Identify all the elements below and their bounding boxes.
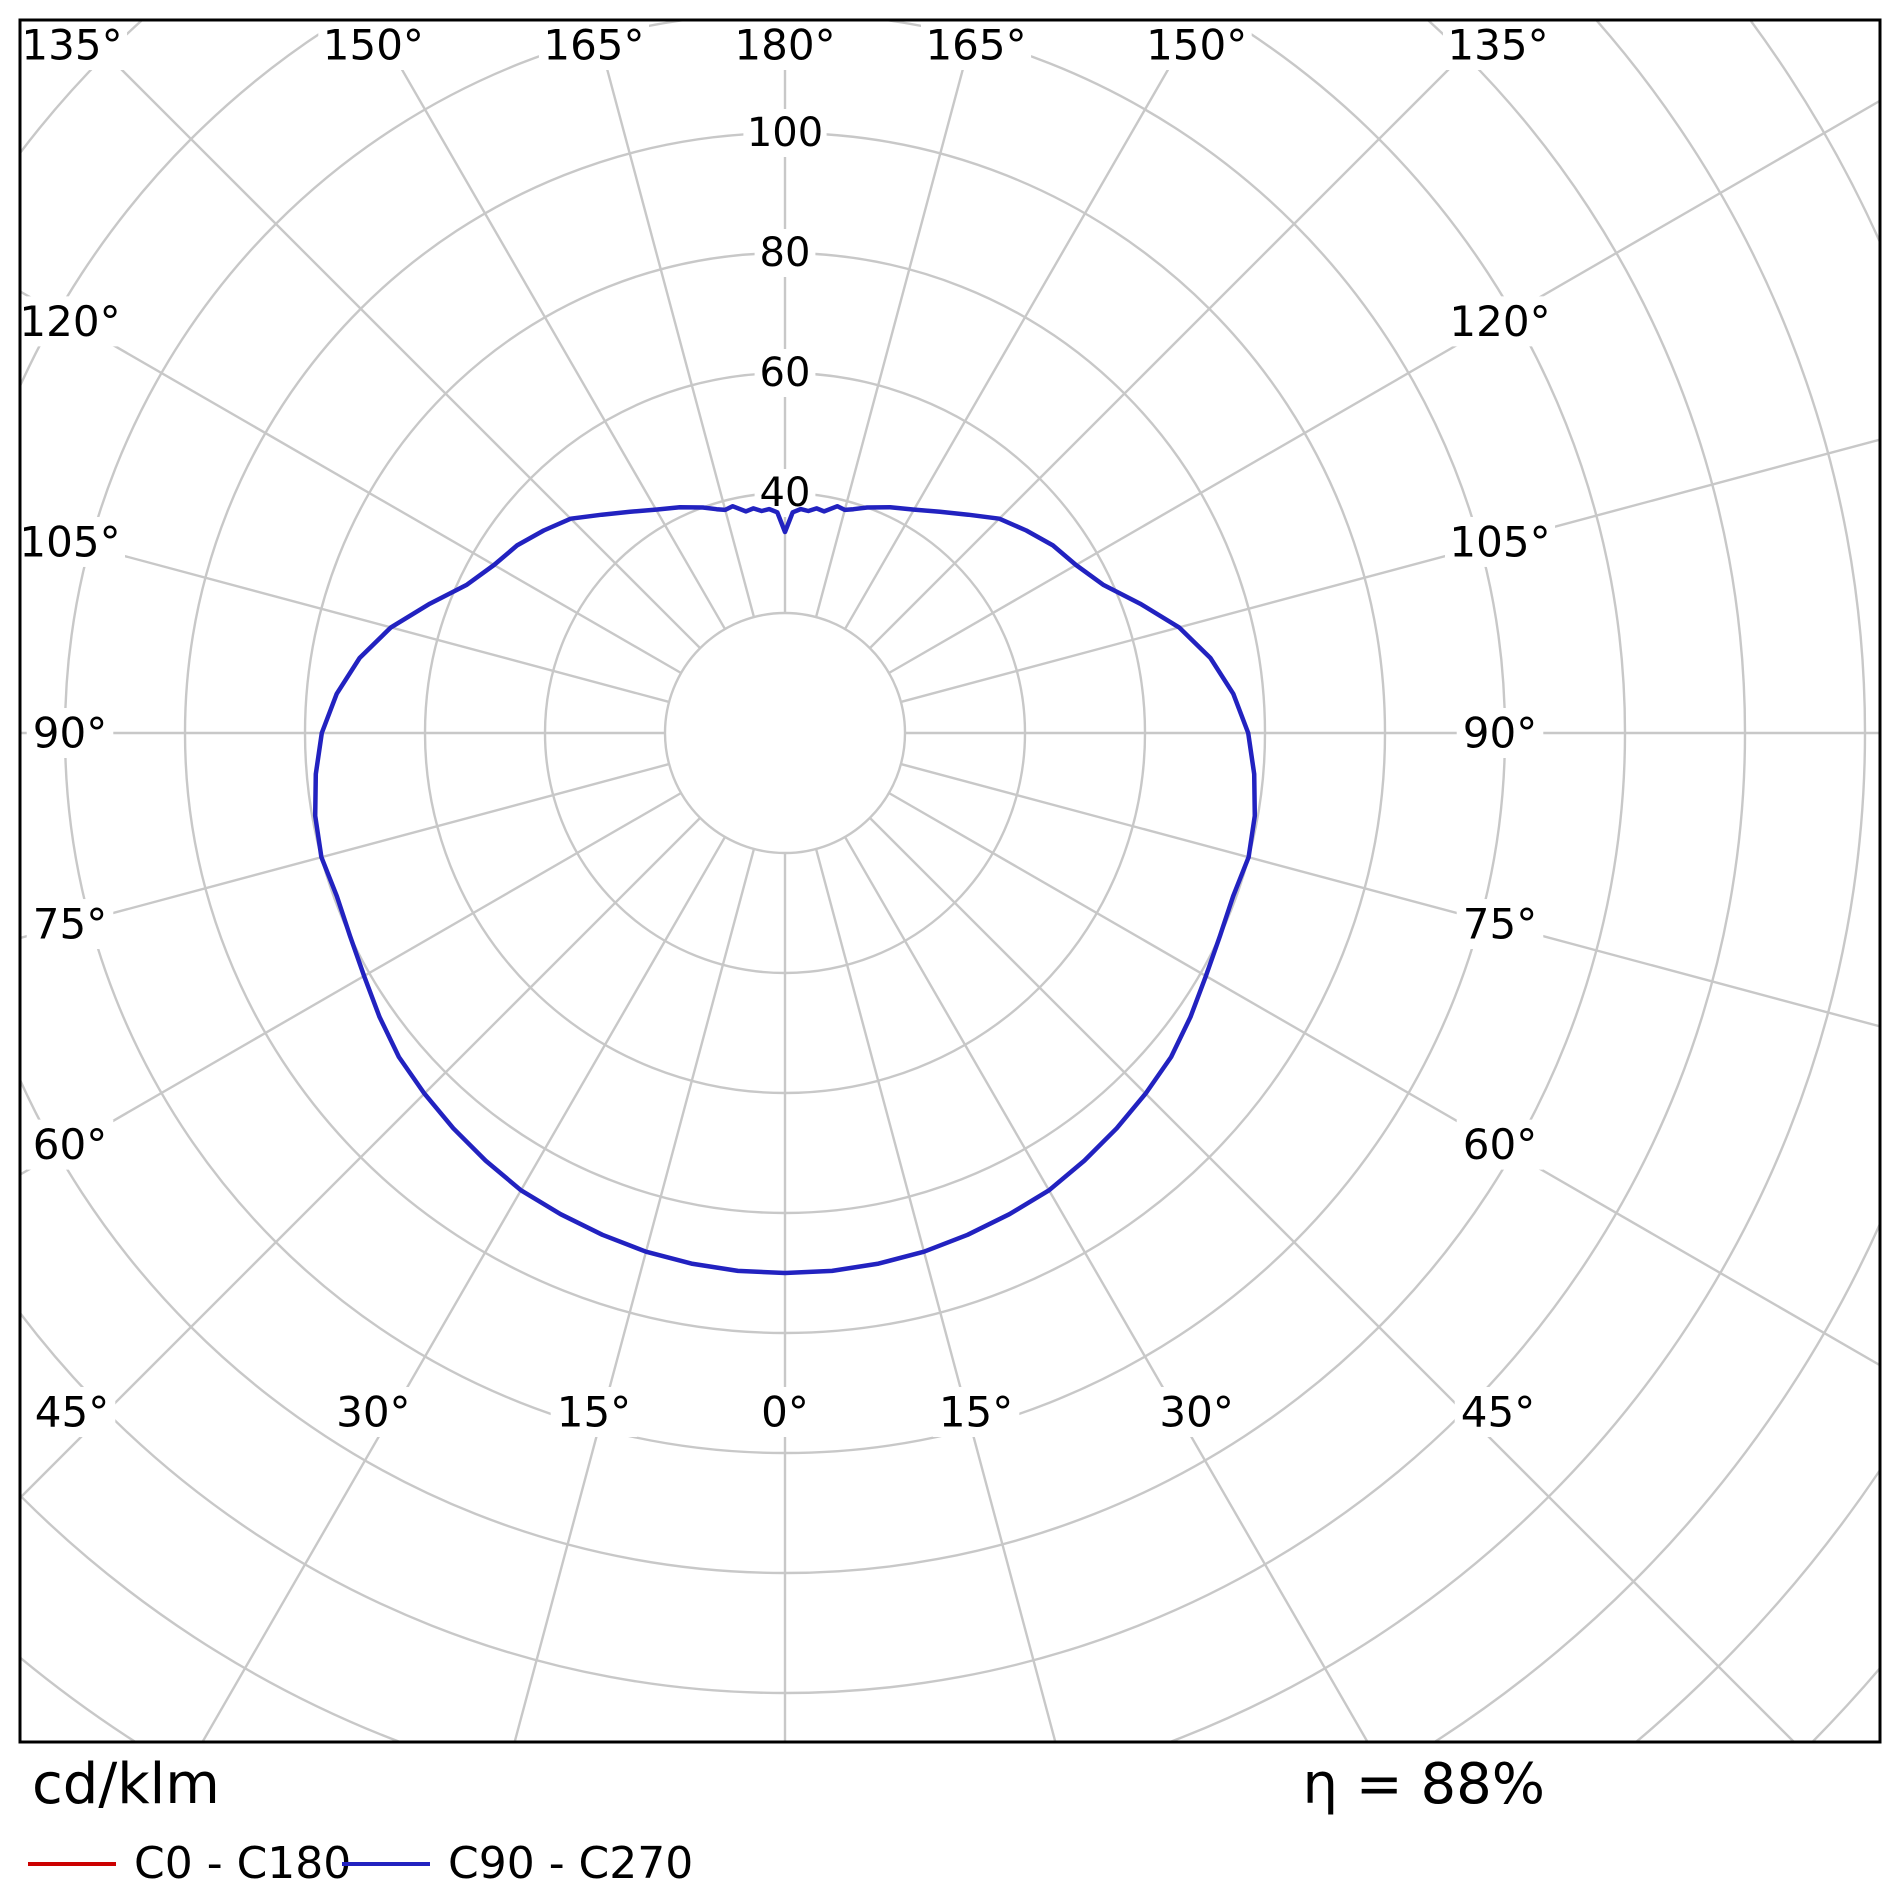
angle-label: 165° [925, 21, 1026, 70]
angle-label: 75° [1463, 900, 1537, 949]
efficiency-label: η = 88% [1302, 1752, 1545, 1817]
angle-label: 135° [1447, 21, 1548, 70]
angle-label: 150° [1146, 21, 1247, 70]
angle-label: 90° [33, 709, 107, 758]
angle-label: 165° [543, 21, 644, 70]
angle-label: 45° [35, 1388, 109, 1437]
angle-label: 15° [939, 1388, 1013, 1437]
c90-c270-line-swatch [342, 1862, 430, 1866]
angle-label: 105° [1449, 517, 1550, 566]
plot-border [18, 18, 1882, 1744]
angle-label: 150° [323, 21, 424, 70]
angle-label: 120° [1449, 297, 1550, 346]
angle-label: 75° [33, 900, 107, 949]
legend-item-c0-c180: C0 - C180 [28, 1838, 351, 1890]
legend-label-c90-c270: C90 - C270 [448, 1838, 694, 1889]
angle-label: 0° [761, 1388, 809, 1437]
radial-tick-label: 60 [760, 350, 811, 396]
angle-label: 15° [557, 1388, 631, 1437]
radial-tick-label: 80 [760, 230, 811, 276]
angle-label: 60° [33, 1120, 107, 1169]
radial-tick-label: 100 [747, 110, 823, 156]
angle-label: 60° [1463, 1120, 1537, 1169]
angle-label: 120° [19, 297, 120, 346]
angle-label: 90° [1463, 709, 1537, 758]
units-label: cd/klm [32, 1752, 220, 1817]
legend-label-c0-c180: C0 - C180 [134, 1838, 352, 1889]
angle-label: 30° [336, 1388, 410, 1437]
intensity-curve-c90-c270 [312, 503, 1258, 1276]
angle-label: 105° [19, 517, 120, 566]
angle-label: 30° [1159, 1388, 1233, 1437]
c0-c180-line-swatch [28, 1862, 116, 1866]
label-backgrounds [14, 20, 1556, 1437]
angle-label: 135° [21, 21, 122, 70]
chart-labels: 180° 165° 165° 150° 150° 135° 135° 120° 120° 105°… [19, 21, 1550, 1437]
legend-item-c90-c270: C90 - C270 [342, 1838, 693, 1890]
angle-label: 180° [734, 21, 835, 70]
radial-tick-label: 40 [760, 470, 811, 516]
angle-label: 45° [1461, 1388, 1535, 1437]
